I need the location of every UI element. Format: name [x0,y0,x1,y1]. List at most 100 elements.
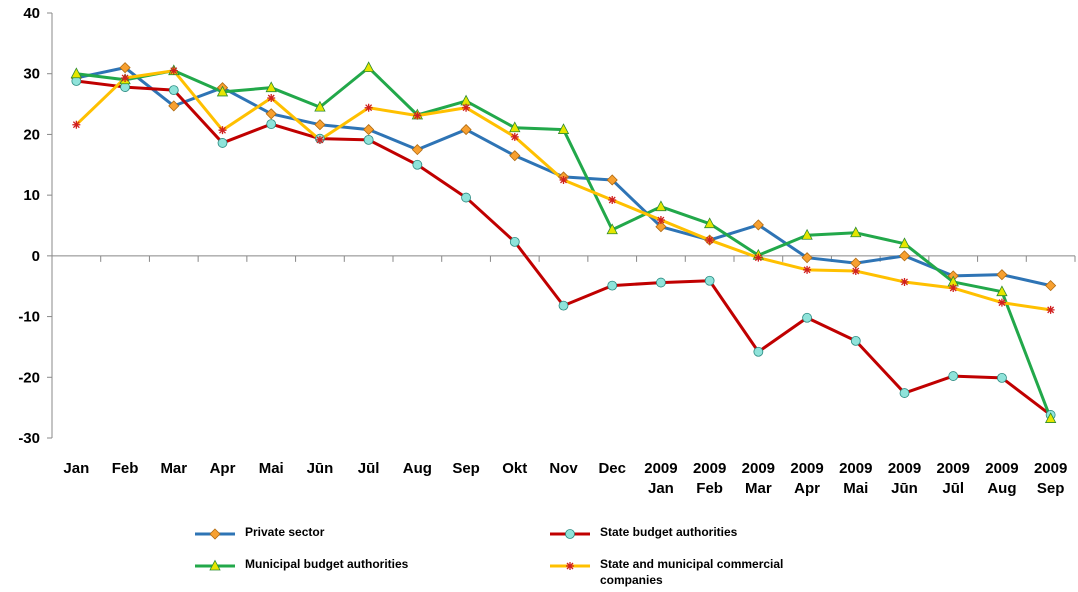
marker [997,298,1006,307]
marker [898,237,911,249]
marker [754,253,763,262]
marker [364,103,373,112]
x-tick-label: Jūl [358,460,380,477]
marker [70,67,83,79]
marker [565,529,575,539]
marker [850,335,861,346]
marker [265,81,277,93]
legend-label: State budget authorities [600,525,738,539]
marker [72,120,81,129]
legend-item: Municipal budget authorities [193,556,455,572]
marker [315,135,324,144]
marker [218,126,227,135]
marker [607,280,618,291]
marker [559,175,568,184]
legend-icon [195,528,235,540]
marker [704,275,715,286]
x-tick-label: Dec [598,460,626,477]
marker [802,312,812,323]
legend-label: State and municipal commercial companies [600,557,784,587]
marker [121,73,130,82]
marker [266,119,277,130]
marker [996,285,1008,297]
marker [801,252,813,264]
marker [363,134,374,145]
x-tick-label: 2009 Jūl [937,460,970,497]
y-tick-label: 30 [23,66,40,83]
legend-icon [550,562,590,570]
x-tick-label: Sep [452,460,480,477]
marker [209,559,221,571]
x-tick-label: 2009 Jan [644,460,677,497]
x-tick-label: Mar [160,460,187,477]
marker [314,100,326,112]
marker [510,132,519,141]
y-tick-label: 0 [32,248,40,265]
marker [362,61,375,73]
legend-icon [550,529,590,539]
marker [606,223,618,235]
x-tick-label: Jan [63,460,89,477]
x-tick-label: Okt [502,460,527,477]
series-line [75,69,1051,312]
x-tick-label: Nov [549,460,578,477]
marker [1045,280,1057,292]
marker [899,388,910,398]
marker [753,346,764,357]
x-tick-label: 2009 Jūn [888,460,921,497]
marker [851,267,860,276]
marker [705,236,714,245]
marker [656,216,665,225]
marker [265,108,277,120]
x-tick-label: 2009 Sep [1034,460,1067,497]
marker [752,219,764,231]
x-tick-label: 2009 Mar [742,460,775,497]
marker [801,228,813,240]
x-tick-label: 2009 Mai [839,460,872,497]
marker [460,124,472,136]
marker [412,159,423,170]
marker [656,277,666,288]
marker [566,562,574,570]
legend-label: Private sector [245,525,325,539]
marker [314,119,326,131]
marker [900,277,909,286]
legend-item: State and municipal commercial companies [548,556,810,588]
marker [557,123,570,134]
legend-icon [195,559,235,571]
marker [509,236,520,247]
marker [168,85,179,96]
chart: -30 -20 -10 0 10 20 30 40 Jan Feb Mar Apr Mai Jūn Jūl A… [18,5,1076,497]
y-tick-label: 20 [23,126,40,143]
marker [655,200,667,212]
marker [119,62,131,74]
marker [169,66,178,75]
marker [606,174,618,186]
marker [558,300,569,311]
y-tick-label: 10 [23,187,40,204]
marker [1044,412,1057,423]
x-tick-label: 2009 Apr [790,460,823,497]
marker [267,94,276,102]
marker [608,196,617,204]
marker [1046,305,1055,314]
marker [655,221,667,233]
marker [168,100,180,112]
marker [803,265,812,274]
marker [898,250,911,262]
marker [413,111,422,120]
marker [461,192,471,203]
legend-item: State budget authorities [548,524,810,540]
marker [509,121,521,133]
x-tick-label: 2009 Aug [985,460,1018,497]
marker [997,372,1007,383]
x-tick-label: Apr [210,460,236,477]
marker [509,150,521,162]
marker [216,85,229,97]
marker [217,138,228,148]
marker [949,284,958,293]
legend-item: Private sector [193,524,455,540]
marker [703,217,716,229]
marker [460,94,472,106]
